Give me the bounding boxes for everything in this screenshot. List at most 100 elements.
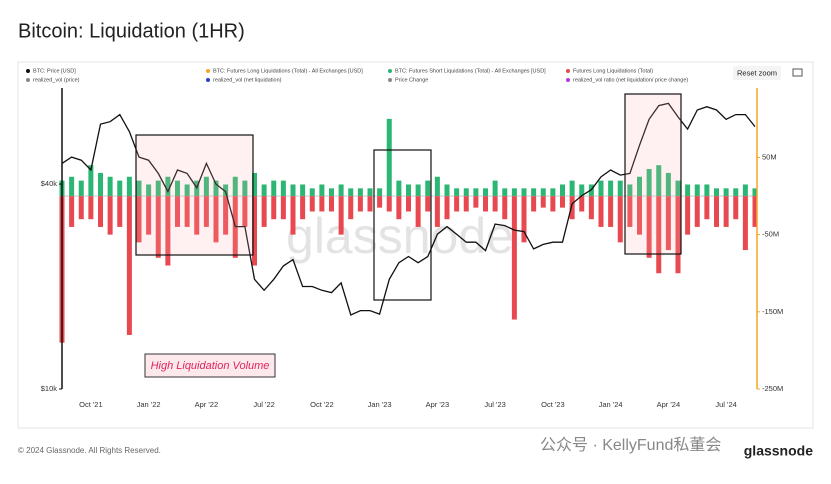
liquidation-bar [396, 196, 402, 220]
x-tick-label: Oct '23 [541, 400, 565, 409]
liquidation-bar [78, 180, 84, 197]
liquidation-bar [367, 196, 373, 212]
liquidation-bar [723, 196, 729, 227]
liquidation-bar [675, 180, 681, 197]
liquidation-bar [126, 176, 132, 197]
liquidation-bar [704, 184, 710, 197]
liquidation-bar [165, 196, 171, 266]
liquidation-bar [88, 196, 94, 220]
y2-tick-label: -250M [762, 384, 783, 393]
liquidation-bar [646, 196, 652, 258]
liquidation-bar [637, 176, 642, 197]
legend-label: BTC: Price [USD] [33, 68, 76, 74]
y2-tick-label: -50M [762, 230, 779, 239]
x-tick-label: Jan '23 [368, 400, 392, 409]
liquidation-bar [569, 180, 575, 197]
liquidation-bar [107, 176, 113, 197]
liquidation-bar [704, 196, 710, 220]
liquidation-bar [425, 180, 431, 197]
liquidation-bar [126, 196, 132, 335]
reset-zoom-label: Reset zoom [737, 68, 777, 77]
liquidation-bar [454, 196, 460, 212]
liquidation-bar [290, 184, 296, 197]
liquidation-bar [367, 188, 373, 197]
liquidation-bar [483, 188, 488, 197]
legend-label: BTC: Futures Short Liquidations (Total) … [395, 68, 546, 74]
legend-label: Price Change [395, 77, 428, 83]
liquidation-bar [742, 196, 748, 251]
liquidation-bar [434, 176, 440, 197]
reset-zoom-button[interactable] [733, 66, 781, 80]
y-tick-label: $40k [41, 179, 58, 188]
liquidation-bar [714, 188, 719, 197]
liquidation-bar [329, 196, 334, 212]
liquidation-bar [502, 196, 508, 220]
legend-label: BTC: Futures Long Liquidations (Total) -… [213, 68, 363, 74]
liquidation-bar [752, 188, 758, 197]
x-tick-label: Oct '21 [79, 400, 103, 409]
legend-label: realized_vol (net liquidation) [213, 77, 282, 83]
liquidation-bar [88, 165, 94, 197]
liquidation-bar [540, 196, 546, 208]
legend-swatch [388, 78, 392, 82]
liquidation-bar [203, 176, 209, 197]
liquidation-bar [271, 196, 277, 220]
liquidation-bar [617, 196, 623, 243]
liquidation-bar [338, 184, 344, 197]
x-tick-label: Jan '22 [137, 400, 161, 409]
liquidation-bar [309, 188, 315, 197]
liquidation-bar [242, 196, 248, 227]
liquidation-bar [69, 196, 75, 227]
liquidation-bar [742, 184, 748, 197]
liquidation-bar [280, 196, 286, 220]
liquidation-bar [232, 176, 238, 197]
liquidation-bar [511, 196, 517, 320]
legend-swatch [388, 69, 392, 73]
liquidation-bar [146, 196, 152, 235]
x-tick-label: Jul '22 [253, 400, 274, 409]
liquidation-bar [319, 196, 325, 212]
liquidation-bar [117, 196, 123, 227]
liquidation-bar [415, 184, 421, 197]
liquidation-bar [98, 196, 103, 227]
liquidation-bar [261, 184, 267, 197]
legend-swatch [206, 78, 210, 82]
liquidation-bar [531, 196, 537, 212]
legend-swatch [566, 78, 570, 82]
legend-label: realized_vol (price) [33, 77, 80, 83]
liquidation-bar [733, 196, 739, 220]
liquidation-bar [348, 188, 354, 197]
liquidation-bar [155, 180, 161, 197]
liquidation-bar [579, 184, 585, 197]
legend-swatch [206, 69, 210, 73]
liquidation-bar [434, 196, 440, 227]
liquidation-bar [463, 196, 469, 212]
liquidation-bar [175, 180, 180, 197]
liquidation-bar [656, 165, 662, 197]
legend-swatch [26, 78, 30, 82]
liquidation-bar [155, 196, 161, 258]
liquidation-bar [357, 196, 363, 212]
liquidation-bar [425, 196, 431, 212]
liquidation-bar [627, 196, 633, 227]
liquidation-bar [252, 196, 257, 266]
liquidation-bar [665, 172, 671, 197]
liquidation-bar [242, 180, 248, 197]
x-tick-label: Apr '22 [195, 400, 219, 409]
liquidation-bar [406, 184, 411, 197]
liquidation-bar [627, 184, 633, 197]
x-tick-label: Jul '24 [715, 400, 736, 409]
liquidation-bar [309, 196, 315, 212]
x-tick-label: Jul '23 [484, 400, 505, 409]
liquidation-bar [415, 196, 421, 227]
liquidation-bar [175, 196, 180, 227]
liquidation-bar [98, 172, 103, 197]
liquidation-bar [396, 180, 402, 197]
liquidation-bar [550, 188, 556, 197]
highlight-box [373, 149, 432, 301]
liquidation-bar [223, 196, 229, 235]
liquidation-bar [675, 196, 681, 274]
liquidation-bar [665, 196, 671, 251]
camera-icon[interactable] [792, 68, 803, 77]
